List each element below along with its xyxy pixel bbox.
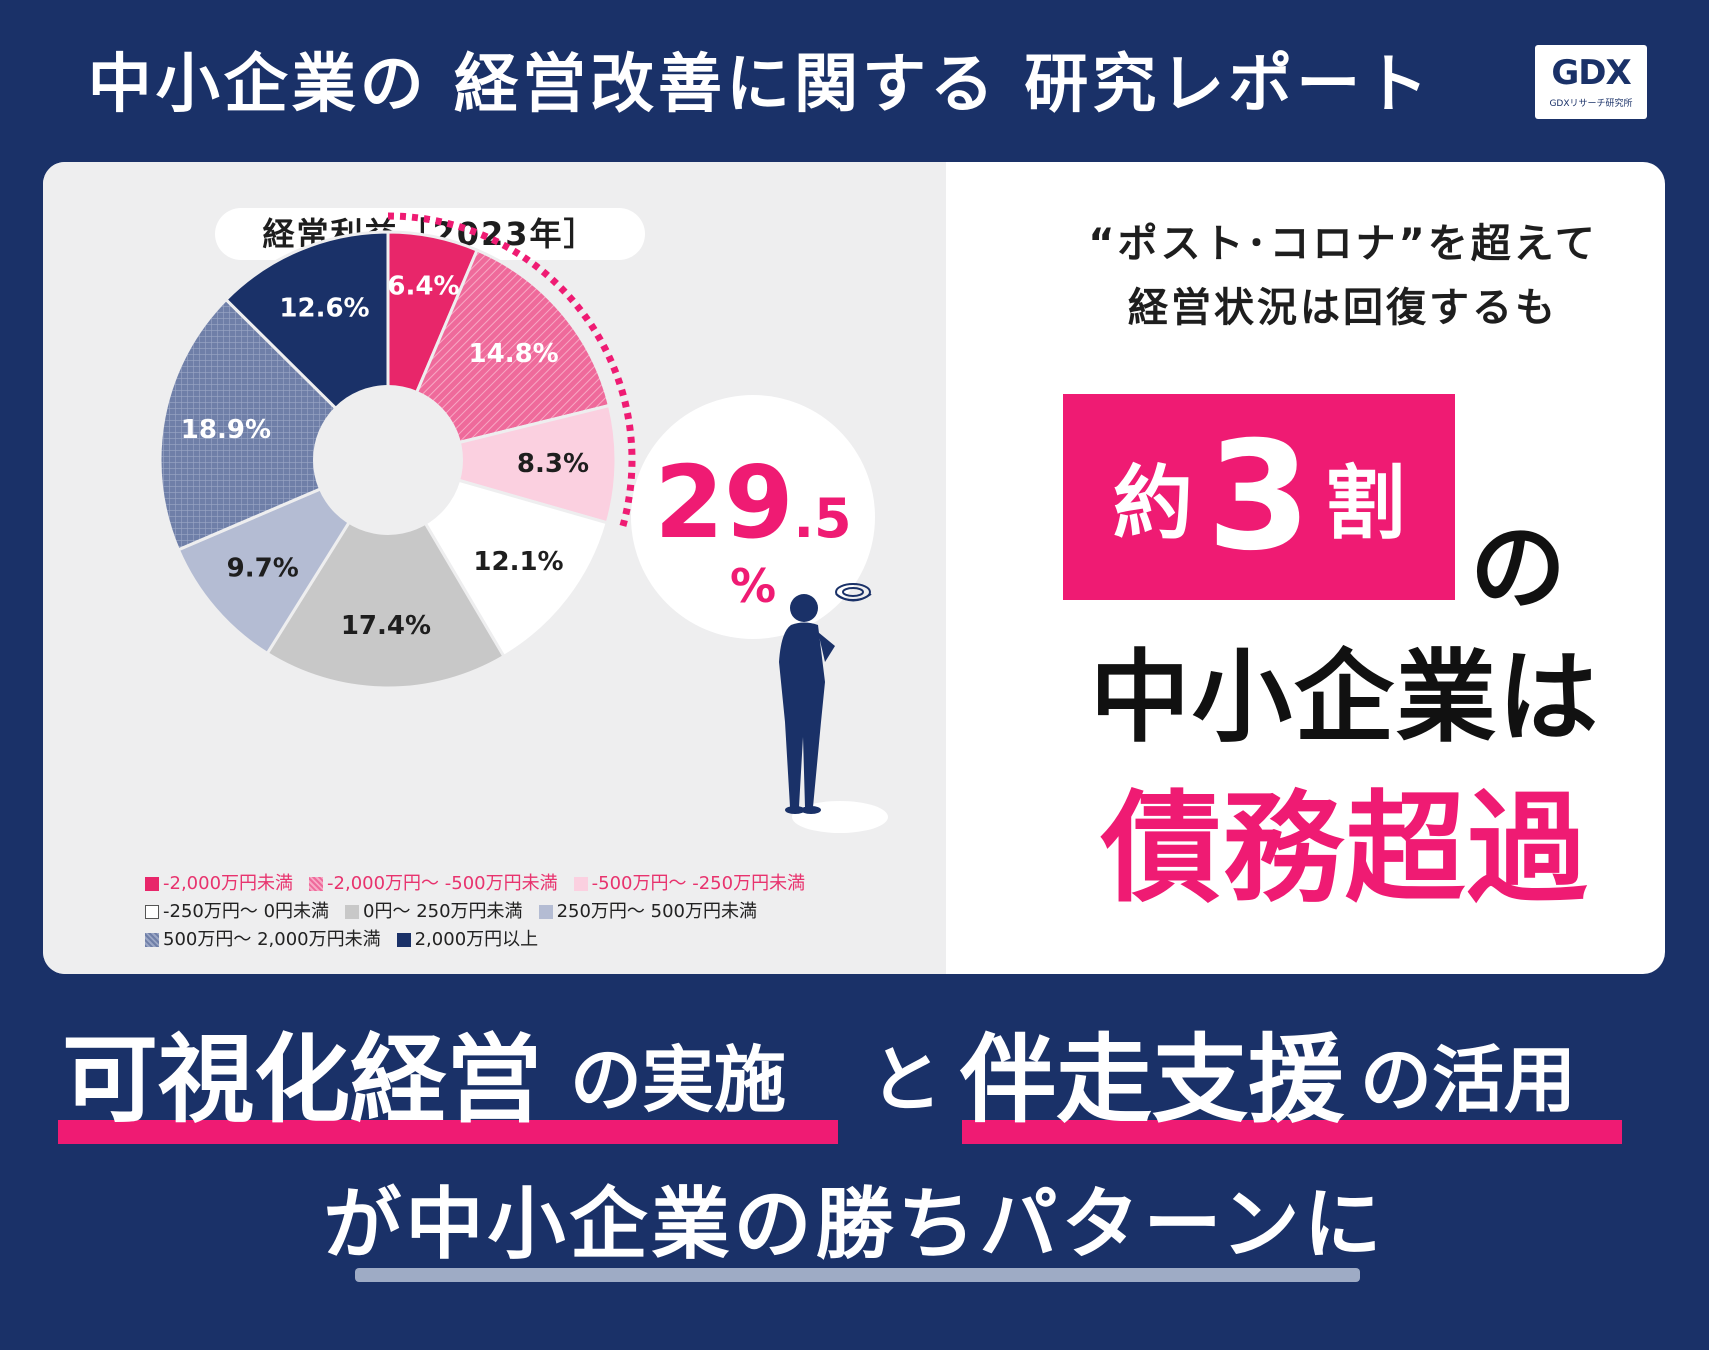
pie-slice: [158, 297, 391, 552]
highlight-prefix: 約: [1112, 457, 1193, 550]
bottom-phrase-support: 伴走支援: [960, 1024, 1344, 1136]
legend-label: 2,000万円以上: [414, 929, 539, 950]
headline-intro: “ポスト･コロナ”を超えて 経営状況は回復するも: [1043, 212, 1643, 340]
underline-winning-pattern: [355, 1268, 1360, 1282]
legend-item: 500万円～ 2,000万円未満: [145, 926, 381, 954]
legend-row-3: 500万円～ 2,000万円未満 2,000万円以上: [145, 926, 925, 954]
highlight-text: 約 3 割: [1063, 394, 1455, 600]
legend-row-2: -250万円～ 0円未満 0円～ 250万円未満 250万円～ 500万円未満: [145, 898, 925, 926]
bottom-line-1: 可視化経営 の実施 と 伴走支援 の活用: [50, 1020, 1660, 1140]
logo-mark: GDX: [1551, 53, 1631, 93]
legend-item: -250万円～ 0円未満: [145, 898, 329, 926]
bottom-line-2: が中小企業の勝ちパターンに: [323, 1180, 1386, 1270]
underline-support: [962, 1120, 1622, 1144]
legend-label: 250万円～ 500万円未満: [556, 901, 757, 922]
pie-slice-label: 17.4%: [341, 611, 431, 641]
thought-squiggle-icon: [835, 583, 872, 602]
legend-item: 2,000万円以上: [396, 926, 539, 954]
legend-item: -500万円～ -250万円未満: [573, 870, 806, 898]
bottom-phrase-implementation: の実施: [570, 1038, 787, 1122]
legend-swatch: [396, 933, 411, 947]
legend-item: -2,000万円未満: [145, 870, 293, 898]
pie-slice: [382, 403, 618, 525]
legend-swatch: [538, 905, 553, 919]
callout-value-int: 29: [654, 444, 793, 561]
legend-label: -2,000万円～ -500万円未満: [327, 873, 558, 894]
legend-item: 250万円～ 500万円未満: [538, 898, 757, 926]
legend-label: 500万円～ 2,000万円未満: [163, 929, 381, 950]
pie-chart: 6.4% 14.8% 8.3% 12.1% 17.4% 9.7% 18.9% 12.6% 29…: [158, 212, 888, 833]
pie-slice-label: 14.8%: [469, 339, 559, 369]
legend-label: -500万円～ -250万円未満: [591, 873, 806, 894]
callout-value-dec: .5: [794, 487, 852, 550]
legend-swatch: [309, 877, 324, 891]
legend-label: 0円～ 250万円未満: [363, 901, 523, 922]
legend-swatch: [145, 933, 159, 947]
legend-item: 0円～ 250万円未満: [345, 898, 523, 926]
bottom-phrase-visualization: 可視化経営: [62, 1024, 542, 1136]
logo-subtitle: GDXリサーチ研究所: [1549, 99, 1633, 109]
bottom-phrase-and: と: [870, 1038, 943, 1122]
highlight-box: 約 3 割: [1063, 394, 1455, 600]
pie-slice-label: 12.6%: [279, 294, 369, 324]
chart-panel: 経常利益［2023年］ 6.4% 14.8% 8.3% 12.1% 17.4% 9.7% 1…: [43, 162, 946, 974]
highlight-number: 3: [1206, 410, 1312, 584]
legend-row-1: -2,000万円未満 -2,000万円～ -500万円未満 -500万円～ -2…: [145, 870, 925, 898]
highlight-suffix: 割: [1325, 457, 1406, 550]
underline-visualization: [58, 1120, 838, 1144]
legend-swatch: [145, 905, 159, 919]
pie-slice-label: 18.9%: [181, 415, 271, 445]
headline-line-2: 経営状況は回復するも: [1128, 285, 1558, 331]
page-title: 中小企業の 経営改善に関する 研究レポート: [87, 48, 1433, 122]
legend-label: -250万円～ 0円未満: [163, 901, 330, 922]
callout-bubble: [631, 395, 875, 639]
pie-slice-label: 6.4%: [387, 272, 459, 302]
callout-value: 29.5: [654, 444, 851, 561]
legend-item: -2,000万円～ -500万円未満: [309, 870, 558, 898]
particle-no: の: [1470, 512, 1566, 624]
chart-legend: -2,000万円未満 -2,000万円～ -500万円未満 -500万円～ -2…: [145, 870, 925, 954]
headline-debt: 債務超過: [1101, 780, 1589, 919]
pie-slice-label: 12.1%: [473, 547, 563, 577]
legend-swatch: [573, 877, 588, 891]
headline-line-1: “ポスト･コロナ”を超えて: [1088, 221, 1598, 267]
callout-unit: %: [730, 559, 776, 613]
pie-slice-label: 8.3%: [517, 449, 589, 479]
legend-swatch: [345, 905, 360, 919]
callout-dotted-arc: [387, 212, 636, 529]
pie-center-hole: [313, 385, 463, 535]
legend-swatch: [145, 877, 159, 891]
gdx-logo: GDX GDXリサーチ研究所: [1535, 45, 1647, 119]
thinking-person-illustration: [779, 583, 888, 833]
bottom-phrase-utilization: の活用: [1360, 1038, 1577, 1122]
headline-sme: 中小企業は: [1090, 639, 1600, 756]
legend-label: -2,000万円未満: [163, 873, 294, 894]
pie-slice: [385, 248, 612, 463]
pie-slice-label: 9.7%: [227, 553, 299, 583]
pie-slice: [265, 457, 506, 690]
